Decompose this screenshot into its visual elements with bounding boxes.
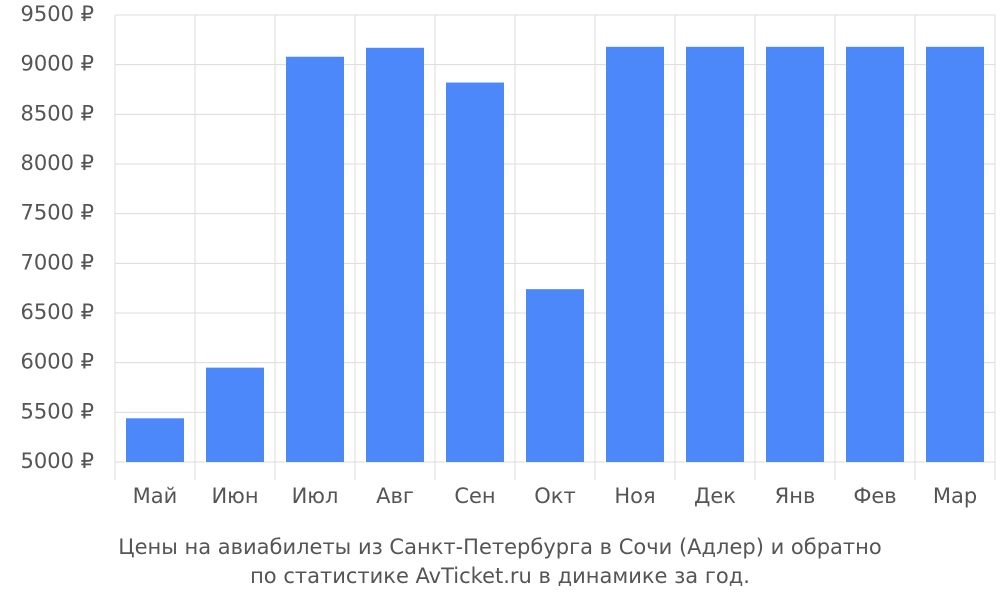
- bar: [606, 46, 664, 462]
- y-tick-label: 5000 ₽: [21, 449, 94, 473]
- bar: [526, 289, 584, 462]
- x-tick-label: Окт: [534, 484, 575, 508]
- x-tick-label: Май: [133, 484, 178, 508]
- bar: [126, 418, 184, 462]
- chart-title: Цены на авиабилеты из Санкт-Петербурга в…: [118, 535, 881, 559]
- y-tick-label: 5500 ₽: [21, 399, 94, 423]
- x-tick-label: Авг: [376, 484, 414, 508]
- y-tick-label: 8500 ₽: [21, 101, 94, 125]
- bar: [686, 46, 744, 462]
- x-tick-label: Июл: [292, 484, 339, 508]
- bar: [446, 82, 504, 463]
- bar: [846, 46, 904, 462]
- bar: [366, 47, 424, 462]
- y-tick-label: 7500 ₽: [21, 201, 94, 225]
- x-tick-label: Июн: [211, 484, 258, 508]
- bar: [926, 46, 984, 462]
- x-tick-label: Сен: [454, 484, 495, 508]
- chart-title: по статистике AvTicket.ru в динамике за …: [250, 564, 750, 588]
- x-tick-label: Янв: [775, 484, 816, 508]
- y-tick-label: 6000 ₽: [21, 350, 94, 374]
- x-tick-label: Дек: [694, 484, 736, 508]
- bar: [766, 46, 824, 462]
- y-tick-label: 9000 ₽: [21, 52, 94, 76]
- y-tick-label: 9500 ₽: [21, 2, 94, 26]
- y-tick-label: 8000 ₽: [21, 151, 94, 175]
- y-tick-label: 7000 ₽: [21, 250, 94, 274]
- x-tick-label: Ноя: [614, 484, 655, 508]
- bar: [206, 367, 264, 462]
- bar: [286, 56, 344, 462]
- y-tick-label: 6500 ₽: [21, 300, 94, 324]
- x-tick-label: Мар: [933, 484, 977, 508]
- x-tick-label: Фев: [853, 484, 896, 508]
